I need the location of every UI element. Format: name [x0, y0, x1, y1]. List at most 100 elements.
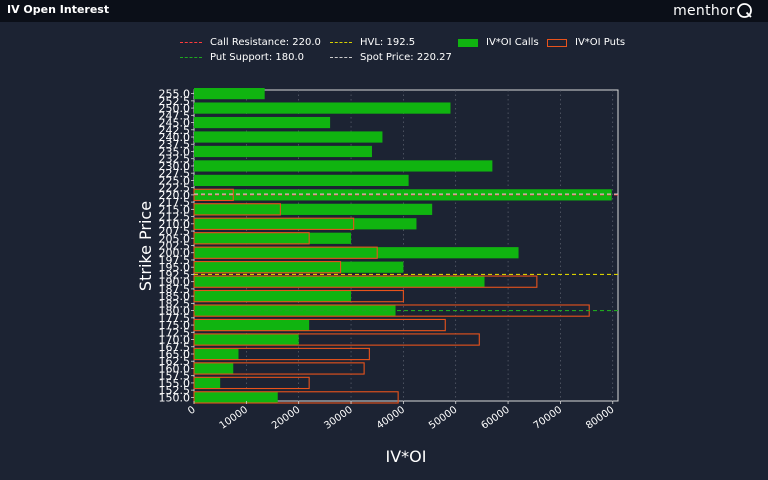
- y-tick-label: 177.5: [159, 312, 191, 325]
- y-tick-label: 195.0: [159, 261, 191, 274]
- calls-bar: [194, 160, 493, 172]
- y-tick-label: 175.0: [159, 319, 191, 332]
- y-tick-label: 155.0: [159, 377, 191, 390]
- y-tick-label: 185.0: [159, 290, 191, 303]
- legend-label: Call Resistance: 220.0: [210, 37, 321, 48]
- legend-puts: IV*OI Puts: [547, 37, 625, 48]
- y-tick-label: 190.0: [159, 276, 191, 289]
- y-tick-label: 235.0: [159, 145, 191, 158]
- calls-bar: [194, 377, 221, 389]
- page-title: IV Open Interest: [7, 3, 110, 16]
- x-tick-label: 20000: [270, 404, 302, 431]
- legend-swatch: [330, 57, 352, 58]
- y-tick-label: 150.0: [159, 391, 191, 404]
- x-tick-label: 80000: [584, 404, 616, 431]
- legend-swatch: [180, 42, 202, 43]
- y-tick-label: 222.5: [159, 182, 191, 195]
- calls-bar: [194, 333, 299, 346]
- y-tick-label: 207.5: [159, 225, 191, 238]
- legend-swatch: [180, 57, 202, 58]
- x-tick-label: 50000: [427, 404, 459, 431]
- y-tick-label: 187.5: [159, 283, 191, 296]
- y-tick-label: 160.0: [159, 362, 191, 375]
- brand-logo: menthor: [673, 1, 754, 21]
- y-tick-label: 245.0: [159, 117, 191, 130]
- legend-label: Spot Price: 220.27: [360, 52, 452, 63]
- y-tick-label: 242.5: [159, 124, 191, 137]
- calls-bar: [194, 145, 372, 158]
- legend-swatch: [458, 38, 478, 47]
- brand-q-icon: [737, 3, 752, 18]
- calls-bar: [194, 131, 383, 143]
- y-tick-label: 167.5: [159, 341, 191, 354]
- x-tick-label: 60000: [479, 404, 511, 431]
- y-tick-label: 250.0: [159, 102, 191, 115]
- y-tick-label: 212.5: [159, 211, 191, 224]
- y-tick-label: 227.5: [159, 167, 191, 180]
- calls-bar: [194, 88, 265, 100]
- y-tick-label: 152.5: [159, 384, 191, 397]
- y-tick-label: 197.5: [159, 254, 191, 267]
- y-tick-label: 170.0: [159, 334, 191, 347]
- top-bar: IV Open Interest menthor: [0, 0, 768, 22]
- legend-calls: IV*OI Calls: [458, 37, 539, 48]
- legend-label: Put Support: 180.0: [210, 52, 304, 63]
- calls-bar: [194, 203, 433, 215]
- x-axis-label: IV*OI: [386, 447, 427, 466]
- y-tick-label: 247.5: [159, 109, 191, 122]
- legend-spot-price: Spot Price: 220.27: [330, 52, 452, 63]
- legend-put-support: Put Support: 180.0: [180, 52, 304, 63]
- brand-name: menthor: [673, 3, 735, 19]
- legend-swatch: [547, 38, 567, 47]
- y-tick-label: 252.5: [159, 95, 191, 108]
- calls-bar: [194, 276, 485, 288]
- chart-legend: Call Resistance: 220.0 Put Support: 180.…: [180, 37, 640, 67]
- y-tick-label: 215.0: [159, 203, 191, 216]
- legend-label: HVL: 192.5: [360, 37, 416, 48]
- y-tick-label: 157.5: [159, 370, 191, 383]
- y-axis-label: Strike Price: [136, 201, 155, 291]
- x-tick-label: 70000: [532, 404, 564, 431]
- calls-bar: [194, 319, 310, 331]
- y-tick-label: 210.0: [159, 218, 191, 231]
- y-tick-label: 182.5: [159, 297, 191, 310]
- y-tick-label: 255.0: [159, 88, 191, 101]
- y-tick-label: 220.0: [159, 189, 191, 202]
- calls-bar: [194, 102, 451, 114]
- y-tick-label: 205.0: [159, 232, 191, 245]
- legend-call-resistance: Call Resistance: 220.0: [180, 37, 321, 48]
- calls-bar: [194, 232, 352, 244]
- y-tick-label: 232.5: [159, 153, 191, 166]
- y-tick-label: 240.0: [159, 131, 191, 144]
- calls-bar: [194, 218, 417, 230]
- calls-bar: [194, 116, 331, 129]
- calls-bar: [194, 174, 409, 187]
- y-tick-label: 162.5: [159, 355, 191, 368]
- x-tick-label: 30000: [322, 404, 354, 431]
- y-tick-label: 217.5: [159, 196, 191, 209]
- y-tick-label: 230.0: [159, 160, 191, 173]
- x-tick-label: 0: [186, 404, 198, 417]
- calls-bar: [194, 189, 612, 201]
- legend-label: IV*OI Calls: [486, 37, 539, 48]
- y-tick-label: 180.0: [159, 305, 191, 318]
- calls-bar: [194, 391, 278, 403]
- y-tick-label: 172.5: [159, 326, 191, 339]
- y-tick-label: 202.5: [159, 240, 191, 253]
- calls-bar: [194, 362, 234, 375]
- y-tick-label: 200.0: [159, 247, 191, 260]
- iv-oi-chart: 150.0152.5155.0157.5160.0162.5165.0167.5…: [136, 88, 619, 466]
- legend-label: IV*OI Puts: [575, 37, 626, 48]
- y-tick-label: 225.0: [159, 174, 191, 187]
- calls-bar: [194, 247, 519, 259]
- legend-hvl: HVL: 192.5: [330, 37, 415, 48]
- x-tick-label: 40000: [375, 404, 407, 431]
- legend-swatch: [330, 42, 352, 43]
- y-tick-label: 237.5: [159, 138, 191, 151]
- y-tick-label: 165.0: [159, 348, 191, 361]
- y-tick-label: 192.5: [159, 268, 191, 281]
- x-tick-label: 10000: [218, 404, 250, 431]
- calls-bar: [194, 261, 404, 273]
- calls-bar: [194, 348, 239, 360]
- calls-bar: [194, 290, 352, 302]
